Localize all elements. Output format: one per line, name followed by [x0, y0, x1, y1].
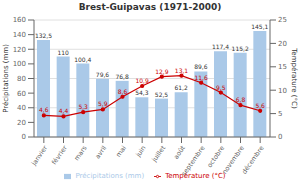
svg-text:54,3: 54,3: [135, 89, 149, 96]
svg-text:11,6: 11,6: [194, 74, 208, 81]
svg-text:5,3: 5,3: [78, 103, 88, 110]
svg-text:160: 160: [13, 16, 26, 24]
svg-text:60: 60: [17, 90, 26, 98]
svg-text:15: 15: [278, 63, 287, 71]
svg-text:0: 0: [22, 133, 26, 141]
svg-text:61,2: 61,2: [174, 84, 188, 91]
svg-text:10: 10: [278, 87, 287, 95]
svg-text:40: 40: [17, 104, 26, 112]
html-text:Précipitations (mm): Précipitations (mm): [75, 172, 145, 180]
svg-text:Température (°C): Température (°C): [290, 47, 292, 109]
svg-text:79,6: 79,6: [96, 71, 110, 78]
svg-text:76,8: 76,8: [115, 73, 129, 80]
svg-text:20: 20: [17, 119, 26, 127]
svg-text:novembre: novembre: [220, 144, 246, 176]
svg-text:89,6: 89,6: [194, 63, 208, 70]
svg-text:6,8: 6,8: [236, 96, 246, 103]
svg-text:septembre: septembre: [180, 144, 207, 177]
svg-text:octobre: octobre: [206, 144, 227, 169]
svg-text:140: 140: [13, 31, 26, 39]
svg-text:4,4: 4,4: [59, 107, 69, 114]
svg-text:145,1: 145,1: [251, 23, 268, 30]
svg-text:115,2: 115,2: [232, 45, 249, 52]
svg-text:120: 120: [13, 46, 26, 54]
svg-text:Précipitations (mm): Précipitations (mm): [8, 44, 10, 113]
svg-text:5,6: 5,6: [255, 102, 265, 109]
svg-text:12,9: 12,9: [155, 68, 169, 75]
svg-text:4,6: 4,6: [39, 106, 49, 113]
svg-text:132,5: 132,5: [35, 32, 52, 39]
svg-text:0: 0: [278, 133, 282, 141]
svg-text:5,9: 5,9: [98, 100, 108, 107]
svg-text:9,5: 9,5: [216, 84, 226, 91]
svg-text:avril: avril: [94, 144, 109, 160]
svg-text:mars: mars: [73, 144, 89, 163]
html-text:Brest-Guipavas (1971-2000): Brest-Guipavas (1971-2000): [78, 2, 222, 12]
svg-text:100,4: 100,4: [74, 56, 91, 63]
svg-text:février: février: [50, 144, 69, 166]
svg-text:117,4: 117,4: [212, 43, 229, 50]
svg-text:110: 110: [57, 49, 69, 56]
svg-text:janvier: janvier: [29, 144, 49, 168]
html-text:Température (°C): Température (°C): [165, 172, 226, 180]
svg-text:100: 100: [13, 60, 26, 68]
svg-text:13,1: 13,1: [175, 67, 189, 74]
svg-text:juillet: juillet: [150, 144, 168, 164]
svg-text:août: août: [172, 144, 187, 161]
svg-text:80: 80: [17, 75, 26, 83]
svg-text:mai: mai: [114, 144, 128, 159]
svg-text:10,9: 10,9: [135, 77, 149, 84]
svg-text:8,6: 8,6: [118, 88, 128, 95]
svg-text:décembre: décembre: [240, 144, 265, 175]
svg-text:20: 20: [278, 40, 287, 48]
svg-text:52,5: 52,5: [155, 91, 169, 98]
svg-text:5: 5: [278, 110, 282, 118]
svg-text:juin: juin: [134, 144, 148, 159]
svg-text:25: 25: [278, 16, 287, 24]
